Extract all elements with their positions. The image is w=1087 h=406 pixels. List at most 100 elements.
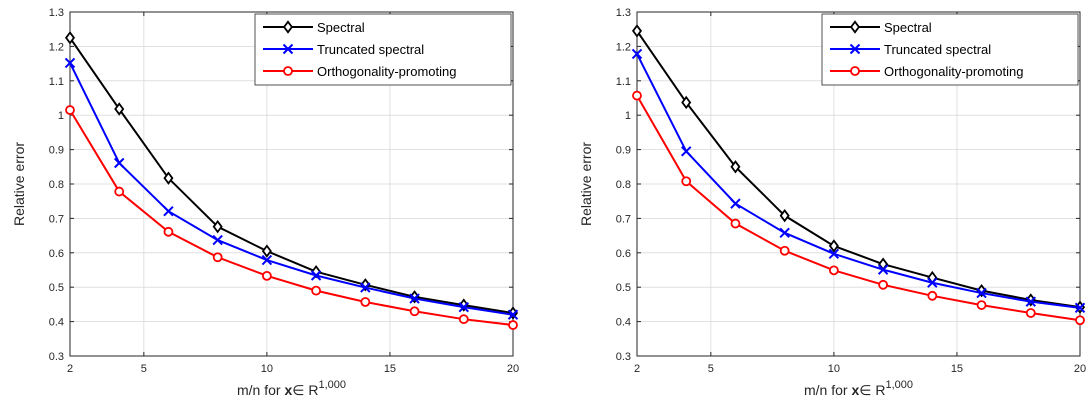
data-point [311, 285, 322, 296]
data-point [163, 226, 174, 237]
data-point [779, 208, 790, 223]
data-point-stroke [212, 234, 223, 246]
data-point-stroke [261, 254, 273, 266]
data-point-stroke [310, 270, 322, 281]
chart-panel-1: 0.3 0.4 0.5 0.6 0.7 0.8 0.9 1 1.1 1.2 1.3 2 5 10 15 20 R… [11, 7, 519, 398]
data-point [261, 254, 273, 266]
x-axis-label-set: ∈ R [292, 382, 318, 398]
y-tick-label: 0.9 [616, 145, 631, 157]
x-tick-label: 5 [141, 363, 147, 375]
data-point-stroke [828, 248, 840, 260]
data-point-stroke [507, 309, 519, 320]
data-point-stroke [458, 301, 469, 313]
data-point [927, 277, 938, 288]
y-tick-label: 1 [625, 110, 631, 122]
y-axis-label: Relative error [578, 142, 594, 226]
x-axis-label-vector: x [851, 382, 859, 398]
chart-panel-2: 0.3 0.4 0.5 0.6 0.7 0.8 0.9 1 1.1 1.2 1.3 2 5 10 15 20 R… [578, 7, 1086, 398]
x-axis-label-vector: x [284, 382, 292, 398]
legend-label: Orthogonality-promoting [317, 64, 456, 79]
legend-label: Orthogonality-promoting [884, 64, 1023, 79]
x-axis-label-set: ∈ R [859, 382, 885, 398]
series-3 [632, 90, 1085, 326]
y-tick-label: 0.4 [49, 317, 64, 329]
data-point-stroke [163, 205, 174, 217]
data-point [631, 24, 643, 38]
data-point [631, 48, 643, 60]
y-tick-label: 1.2 [49, 41, 64, 53]
data-point [458, 314, 469, 325]
data-point [360, 282, 371, 293]
data-point [212, 252, 223, 263]
legend-swatch-marker [849, 43, 861, 55]
data-point-stroke [877, 264, 889, 275]
legend-label: Spectral [884, 20, 932, 35]
data-point [163, 171, 174, 185]
data-point-stroke [681, 146, 692, 157]
x-axis-label-prefix: m/n for [237, 382, 284, 398]
data-point [65, 105, 75, 115]
x-tick-label: 2 [67, 363, 73, 375]
legend-swatch-marker [282, 43, 294, 55]
data-point [828, 239, 839, 253]
data-point-stroke [114, 157, 125, 169]
x-tick-label: 15 [951, 363, 963, 375]
data-point-stroke [1025, 296, 1036, 307]
data-point [114, 157, 125, 169]
series-3 [65, 105, 518, 330]
data-point [976, 287, 987, 299]
data-point [681, 176, 692, 187]
data-point-stroke [779, 227, 790, 239]
data-point-stroke [409, 293, 420, 304]
y-tick-label: 0.7 [49, 213, 64, 225]
x-axis-label-prefix: m/n for [804, 382, 851, 398]
series-2 [64, 57, 519, 320]
x-axis-label: m/n for x∈ R1,000 [804, 379, 913, 398]
data-point [1025, 308, 1036, 318]
legend-item: Spectral [830, 20, 932, 35]
x-tick-label: 15 [384, 363, 396, 375]
data-point [310, 270, 322, 281]
legend: Spectral Truncated spectral Orthogonality-… [821, 13, 1079, 86]
data-point [779, 227, 790, 239]
data-point-stroke [730, 198, 741, 209]
data-point [64, 31, 76, 45]
data-point [458, 301, 469, 313]
y-tick-label: 1.1 [49, 76, 64, 88]
x-tick-label: 10 [261, 363, 273, 375]
x-tick-label: 10 [828, 363, 840, 375]
y-tick-label: 0.6 [49, 248, 64, 260]
data-point-stroke [1074, 302, 1086, 314]
series-line [636, 30, 1081, 309]
y-tick-label: 0.5 [49, 282, 64, 294]
data-point [212, 234, 223, 246]
legend-swatch-marker-stroke [849, 43, 861, 55]
y-tick-label: 1.2 [616, 41, 631, 53]
data-point [878, 279, 889, 290]
legend-swatch-marker [850, 66, 860, 76]
legend-item: Orthogonality-promoting [263, 64, 456, 79]
legend-swatch-marker [849, 20, 861, 34]
y-tick-label: 1.3 [616, 7, 631, 19]
x-axis-label-superscript: 1,000 [885, 379, 913, 391]
data-point [730, 160, 741, 174]
data-point [1074, 302, 1086, 314]
y-tick-label: 0.3 [616, 351, 631, 363]
legend-swatch-marker [283, 66, 293, 76]
series-2 [631, 48, 1086, 314]
legend-item: Truncated spectral [830, 42, 991, 57]
y-tick-label: 0.8 [49, 179, 64, 191]
data-point [114, 102, 125, 116]
y-tick-label: 0.7 [616, 213, 631, 225]
data-point [779, 245, 790, 256]
data-point [64, 57, 76, 69]
series-line [636, 95, 1081, 322]
series-1 [631, 24, 1086, 314]
series-line [69, 109, 514, 327]
data-point [976, 300, 987, 310]
data-point [261, 270, 272, 281]
y-tick-label: 1 [58, 110, 64, 122]
data-point [730, 218, 741, 229]
data-point-stroke [927, 277, 938, 288]
data-point [927, 290, 938, 301]
